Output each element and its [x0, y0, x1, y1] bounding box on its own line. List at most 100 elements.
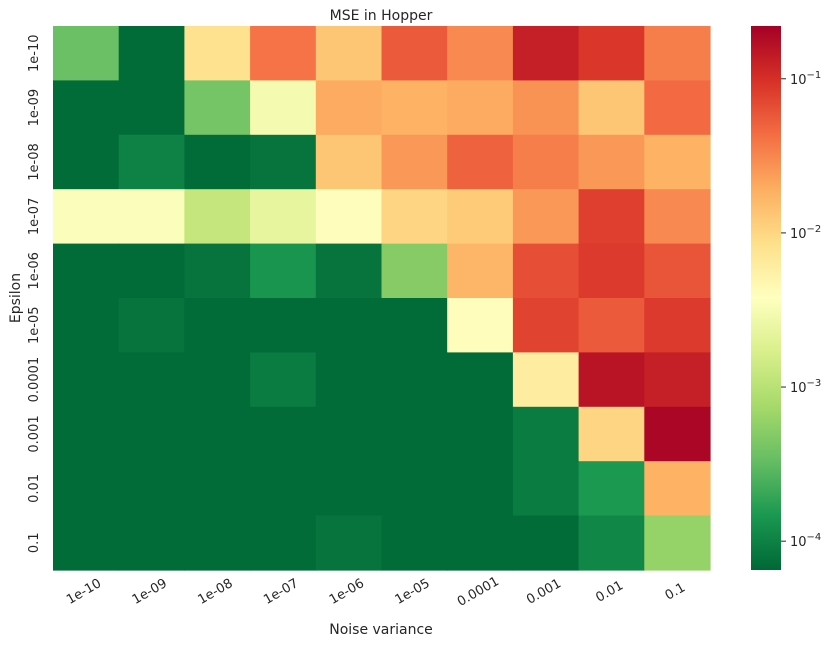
heatmap-cell: [53, 80, 120, 136]
heatmap-cell: [53, 298, 120, 353]
heatmap-cell: [315, 80, 383, 136]
heatmap-cell: [315, 26, 383, 81]
heatmap-cell: [512, 80, 580, 136]
heatmap-cell: [118, 515, 185, 571]
heatmap-cell: [250, 189, 317, 245]
x-tick-label: 0.1: [663, 580, 688, 603]
x-tick-label: 1e-05: [393, 576, 433, 608]
heatmap-cell: [184, 461, 251, 517]
heatmap-cell: [578, 134, 645, 190]
heatmap-cell: [447, 352, 514, 408]
heatmap-cell: [184, 352, 251, 408]
heatmap-cell: [447, 189, 514, 245]
heatmap-cell: [381, 461, 448, 517]
heatmap-cell: [644, 189, 711, 245]
heatmap-cell: [644, 134, 711, 190]
heatmap-cell: [315, 134, 383, 190]
heatmap-cell: [512, 352, 580, 408]
heatmap-cell: [250, 26, 317, 81]
heatmap-cell: [381, 515, 448, 571]
heatmap-cell: [578, 352, 645, 408]
heatmap-cell: [118, 134, 185, 190]
heatmap-cell: [118, 298, 185, 353]
x-tick-labels: 1e-10 1e-09 1e-08 1e-07 1e-06 1e-05 0.0001 0.00…: [64, 574, 688, 610]
heatmap-cell: [578, 461, 645, 517]
heatmap-cell: [315, 298, 383, 353]
y-tick-label: 0.0001: [27, 357, 42, 403]
heatmap-cell: [315, 515, 383, 571]
heatmap-cell: [250, 298, 317, 353]
heatmap-cell: [512, 515, 580, 571]
heatmap-cell: [447, 461, 514, 517]
heatmap-cell: [447, 80, 514, 136]
heatmap-cell: [381, 298, 448, 353]
heatmap-cell: [381, 80, 448, 136]
colorbar-tick-label: 10−2: [790, 224, 821, 242]
heatmap-cell: [381, 26, 448, 81]
heatmap-cell: [381, 134, 448, 190]
heatmap-cell: [184, 80, 251, 136]
y-axis-label: Epsilon: [8, 273, 24, 323]
heatmap-cell: [250, 80, 317, 136]
heatmap-cells: [53, 26, 711, 571]
heatmap-cell: [250, 406, 317, 462]
heatmap-cell: [644, 80, 711, 136]
heatmap-cell: [447, 243, 514, 299]
y-tick-label: 1e-07: [27, 198, 42, 236]
x-tick-label: 0.001: [524, 576, 564, 608]
heatmap-cell: [644, 406, 711, 462]
heatmap-cell: [644, 243, 711, 299]
heatmap-cell: [315, 406, 383, 462]
y-tick-label: 1e-10: [27, 34, 42, 72]
y-tick-label: 0.001: [27, 415, 42, 452]
heatmap-cell: [644, 515, 711, 571]
y-tick-label: 1e-08: [27, 143, 42, 181]
heatmap-cell: [447, 26, 514, 81]
x-tick-label: 0.0001: [455, 574, 502, 610]
x-axis-label: Noise variance: [329, 622, 433, 638]
heatmap-cell: [53, 189, 120, 245]
colorbar: [751, 26, 781, 570]
heatmap-cell: [250, 352, 317, 408]
heatmap-cell: [381, 352, 448, 408]
heatmap-cell: [447, 298, 514, 353]
colorbar-tick-label: 10−1: [790, 70, 821, 88]
heatmap-cell: [118, 406, 185, 462]
heatmap-cell: [315, 243, 383, 299]
heatmap-cell: [118, 189, 185, 245]
x-tick-label: 0.01: [593, 578, 626, 605]
heatmap-cell: [512, 243, 580, 299]
heatmap-cell: [447, 515, 514, 571]
colorbar-ticks: 10−4 10−3 10−2 10−1: [781, 70, 821, 550]
heatmap-cell: [578, 243, 645, 299]
heatmap-cell: [644, 352, 711, 408]
x-tick-label: 1e-10: [64, 576, 104, 608]
x-tick-label: 1e-07: [261, 576, 301, 608]
heatmap-cell: [53, 243, 120, 299]
heatmap-cell: [53, 352, 120, 408]
heatmap-cell: [184, 243, 251, 299]
heatmap-cell: [578, 80, 645, 136]
heatmap-cell: [447, 134, 514, 190]
y-tick-label: 1e-05: [27, 306, 42, 344]
heatmap-cell: [184, 134, 251, 190]
heatmap-cell: [381, 189, 448, 245]
colorbar-tick-label: 10−3: [790, 378, 821, 396]
y-tick-label: 0.01: [27, 474, 42, 503]
heatmap-cell: [53, 134, 120, 190]
colorbar-tick-label: 10−4: [790, 532, 821, 550]
heatmap-cell: [381, 243, 448, 299]
heatmap-cell: [250, 515, 317, 571]
heatmap-cell: [512, 189, 580, 245]
chart-title: MSE in Hopper: [330, 8, 433, 24]
heatmap-cell: [53, 515, 120, 571]
heatmap-cell: [578, 406, 645, 462]
heatmap-cell: [315, 352, 383, 408]
heatmap-cell: [184, 189, 251, 245]
heatmap-cell: [184, 406, 251, 462]
heatmap-cell: [250, 461, 317, 517]
heatmap-cell: [512, 461, 580, 517]
heatmap-cell: [644, 26, 711, 81]
heatmap-cell: [184, 26, 251, 81]
